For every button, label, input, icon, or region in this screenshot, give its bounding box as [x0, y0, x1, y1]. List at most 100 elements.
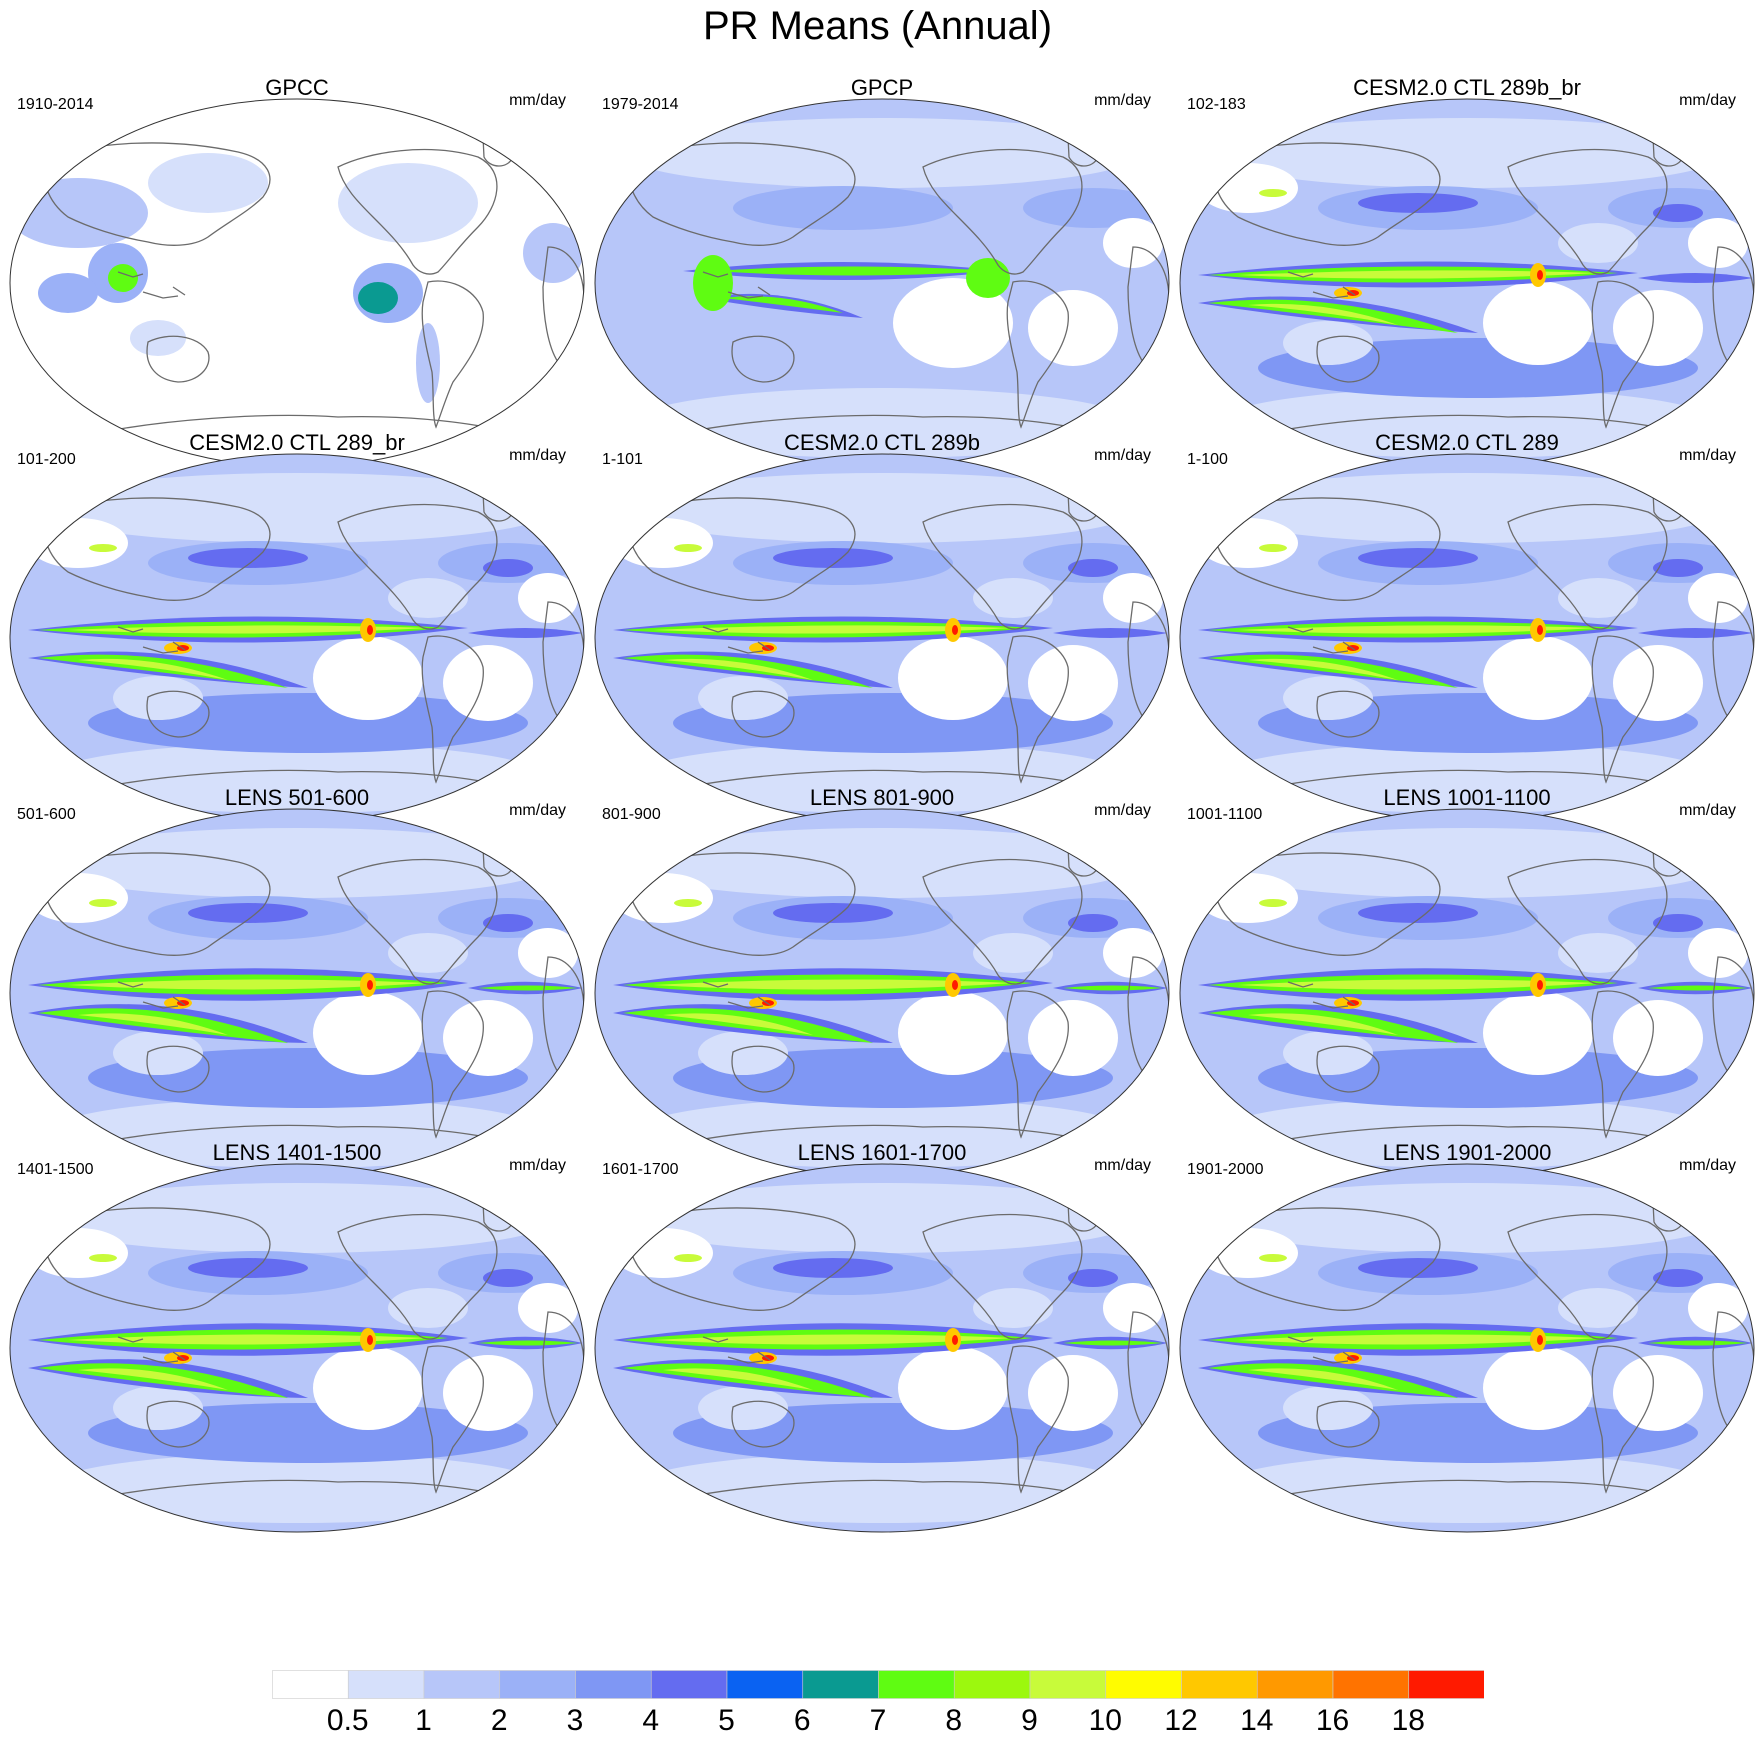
- dry-zone-ne-pacific: [388, 933, 468, 973]
- dry-zone-se-atlantic: [1613, 1355, 1703, 1431]
- coastline: [731, 690, 795, 738]
- himalaya-maximum: [1259, 1254, 1287, 1262]
- dry-zone-asia: [613, 518, 713, 568]
- dry-zone-australia: [113, 1031, 203, 1075]
- coastline: [146, 690, 210, 738]
- map-panel: GPCP 1979-2014 mm/day: [593, 75, 1171, 470]
- dry-zone-se-pacific: [1483, 991, 1593, 1075]
- spcz-band: [723, 296, 843, 313]
- coastline: [662, 1479, 1114, 1503]
- panel-years: 102-183: [1187, 96, 1246, 113]
- precip-field-base: [595, 99, 1169, 467]
- precip-field-arctic: [1207, 1183, 1727, 1253]
- coastline: [731, 335, 795, 383]
- spcz-band: [1208, 299, 1458, 333]
- spcz-band-core: [1248, 1013, 1398, 1035]
- coastline: [43, 852, 271, 956]
- coastline: [662, 769, 1114, 793]
- itcz-band-core: [1238, 270, 1598, 279]
- dry-zone-australia: [698, 1386, 788, 1430]
- dry-zone-australia: [1283, 1386, 1373, 1430]
- atlantic-itcz-core: [478, 985, 578, 991]
- dry-zone-ne-pacific: [1558, 578, 1638, 618]
- panel-units: mm/day: [509, 92, 566, 109]
- colorbar-swatch: [347, 1670, 425, 1699]
- coastline: [628, 852, 856, 956]
- colorbar-swatch: [1256, 1670, 1334, 1699]
- atlantic-itcz-core: [478, 1340, 578, 1346]
- coastline: [702, 1336, 771, 1364]
- spcz-band: [38, 654, 288, 688]
- dry-zone-se-pacific: [898, 991, 1008, 1075]
- precip-field-antarctic: [1217, 1098, 1717, 1168]
- map-panel: CESM2.0 CTL 289 1-100 mm/day: [1178, 430, 1755, 825]
- itcz-band-core: [68, 625, 428, 634]
- precip-field-arctic: [37, 473, 557, 543]
- dry-zone-se-atlantic: [1028, 645, 1118, 721]
- dry-zone-ne-pacific: [388, 1288, 468, 1328]
- coastline: [731, 1045, 795, 1093]
- map-panel: CESM2.0 CTL 289b 1-101 mm/day: [593, 430, 1171, 825]
- coastline: [43, 497, 271, 601]
- panel-title: LENS 1001-1100: [1383, 785, 1551, 810]
- map-panel: LENS 1901-2000 1901-2000 mm/day: [1178, 1140, 1755, 1535]
- storm-track-pacific-core: [773, 903, 893, 923]
- colorbar-label: 10: [1088, 1704, 1122, 1737]
- storm-track-atlantic-core: [1653, 1269, 1703, 1287]
- rainfall-peak-andes: [952, 625, 958, 635]
- colorbar-swatch: [1029, 1670, 1107, 1699]
- colorbar-label: 16: [1315, 1704, 1350, 1737]
- panel-years: 801-900: [602, 806, 661, 823]
- colorbar-swatch: [272, 1670, 349, 1699]
- dry-zone-australia: [113, 676, 203, 720]
- colorbar-swatch: [1408, 1670, 1484, 1699]
- map-panel: LENS 1401-1500 1401-1500 mm/day: [8, 1140, 586, 1535]
- rainfall-peak-andes: [367, 1335, 373, 1345]
- coastline: [421, 635, 484, 784]
- map-border: [1179, 1163, 1755, 1533]
- coastline: [922, 148, 1083, 275]
- himalaya-maximum: [1259, 544, 1287, 552]
- precip-field-antarctic: [1217, 1453, 1717, 1523]
- precip-field-antarctic: [47, 743, 547, 813]
- panel-units: mm/day: [1094, 1157, 1151, 1174]
- dry-zone-ne-pacific: [973, 933, 1053, 973]
- colorbar-label: 18: [1391, 1704, 1425, 1737]
- atlantic-itcz-core: [1063, 1340, 1163, 1346]
- storm-track-atlantic-core: [1068, 1269, 1118, 1287]
- precip-field-antarctic: [632, 1453, 1132, 1523]
- storm-track-pacific-core: [1358, 193, 1478, 213]
- coastline: [77, 414, 529, 438]
- panel-title: LENS 1601-1700: [797, 1140, 967, 1165]
- coastline: [337, 858, 498, 985]
- dry-zone-ne-pacific: [388, 578, 468, 618]
- map-panel: LENS 1601-1700 1601-1700 mm/day: [593, 1140, 1171, 1535]
- panel-title: LENS 801-900: [809, 785, 955, 810]
- coastline: [421, 280, 484, 429]
- coastline: [146, 1045, 210, 1093]
- map-panel: LENS 1001-1100 1001-1100 mm/day: [1178, 785, 1755, 1180]
- panel-title: LENS 501-600: [224, 785, 370, 810]
- coastline: [1316, 1400, 1380, 1448]
- coastline: [702, 981, 771, 1009]
- dry-zone-sahara: [1688, 928, 1748, 978]
- coastline: [117, 271, 186, 299]
- coastline: [77, 1479, 529, 1503]
- panel-units: mm/day: [1094, 92, 1151, 109]
- coastline: [117, 626, 186, 654]
- dry-zone-asia: [1198, 1228, 1298, 1278]
- coastline: [1591, 1345, 1654, 1494]
- coastline: [662, 414, 1114, 438]
- storm-track-pacific-core: [1358, 903, 1478, 923]
- itcz-band-core: [1238, 979, 1598, 990]
- precip-field-antarctic: [47, 1098, 547, 1168]
- precip-field-arctic: [1207, 118, 1727, 188]
- atlantic-itcz-core: [1648, 1340, 1748, 1346]
- coastline: [1287, 1336, 1356, 1364]
- precip-field-arctic: [37, 1183, 557, 1253]
- coastline: [1591, 635, 1654, 784]
- storm-track-atlantic-core: [1653, 204, 1703, 222]
- dry-zone-sahara: [1103, 218, 1163, 268]
- dry-zone-se-pacific: [313, 636, 423, 720]
- himalaya-maximum: [1259, 899, 1287, 907]
